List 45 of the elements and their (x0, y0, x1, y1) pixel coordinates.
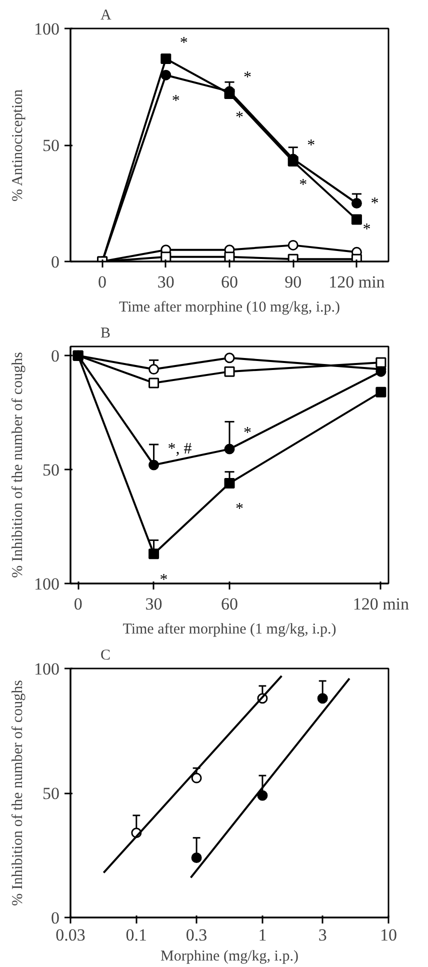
x-tick-label: 60 (221, 594, 238, 614)
x-tick-label: 120 min (352, 594, 410, 614)
x-tick-label: 0 (98, 272, 107, 292)
data-label: * (160, 571, 168, 588)
x-tick-label: 30 (145, 594, 162, 614)
x-tick-label: 0.3 (186, 926, 208, 944)
data-label: * (307, 136, 316, 154)
y-tick-label: 100 (34, 20, 60, 38)
data-label: * (236, 500, 244, 518)
y-axis-title: % Inhibition of the number of coughs (10, 352, 26, 578)
x-tick-label: 60 (221, 272, 238, 292)
x-tick-label: 1 (258, 926, 267, 944)
y-tick-label: 50 (42, 136, 60, 155)
data-label: * (180, 34, 188, 52)
x-tick-label: 0 (74, 594, 82, 614)
x-tick-label: 10 (380, 926, 397, 944)
y-axis-title: % Antinociception (10, 88, 26, 202)
data-label: * (244, 424, 252, 442)
x-axis-title: Time after morphine (1 mg/kg, i.p.) (122, 622, 336, 638)
data-label: *, # (168, 440, 192, 458)
chart-title: C (100, 648, 111, 664)
data-label: * (370, 195, 379, 212)
data-label: * (299, 176, 308, 194)
y-tick-label: 0 (51, 908, 60, 928)
y-tick-label: 0 (51, 346, 60, 366)
x-tick-label: 3 (318, 926, 327, 944)
x-axis-title: Morphine (mg/kg, i.p.) (160, 948, 298, 964)
x-axis-title: Time after morphine (10 mg/kg, i.p.) (118, 300, 340, 316)
data-label: * (244, 69, 252, 86)
y-axis-title: % Inhibition of the number of coughs (10, 680, 26, 906)
x-tick-label: 120 min (328, 272, 386, 292)
x-tick-label: 0.1 (126, 926, 148, 944)
x-tick-label: 30 (157, 272, 174, 292)
data-label: * (236, 108, 244, 126)
x-tick-label: 90 (284, 272, 302, 292)
chart-title: B (100, 326, 111, 342)
data-label: * (362, 220, 371, 238)
y-tick-label: 50 (42, 460, 60, 480)
y-tick-label: 50 (42, 784, 60, 803)
x-tick-label: 0.03 (56, 926, 86, 944)
y-tick-label: 100 (34, 660, 60, 678)
y-tick-label: 0 (51, 252, 60, 272)
data-label: * (172, 92, 180, 110)
y-tick-label: 100 (34, 574, 60, 594)
chart-title: A (100, 8, 112, 24)
